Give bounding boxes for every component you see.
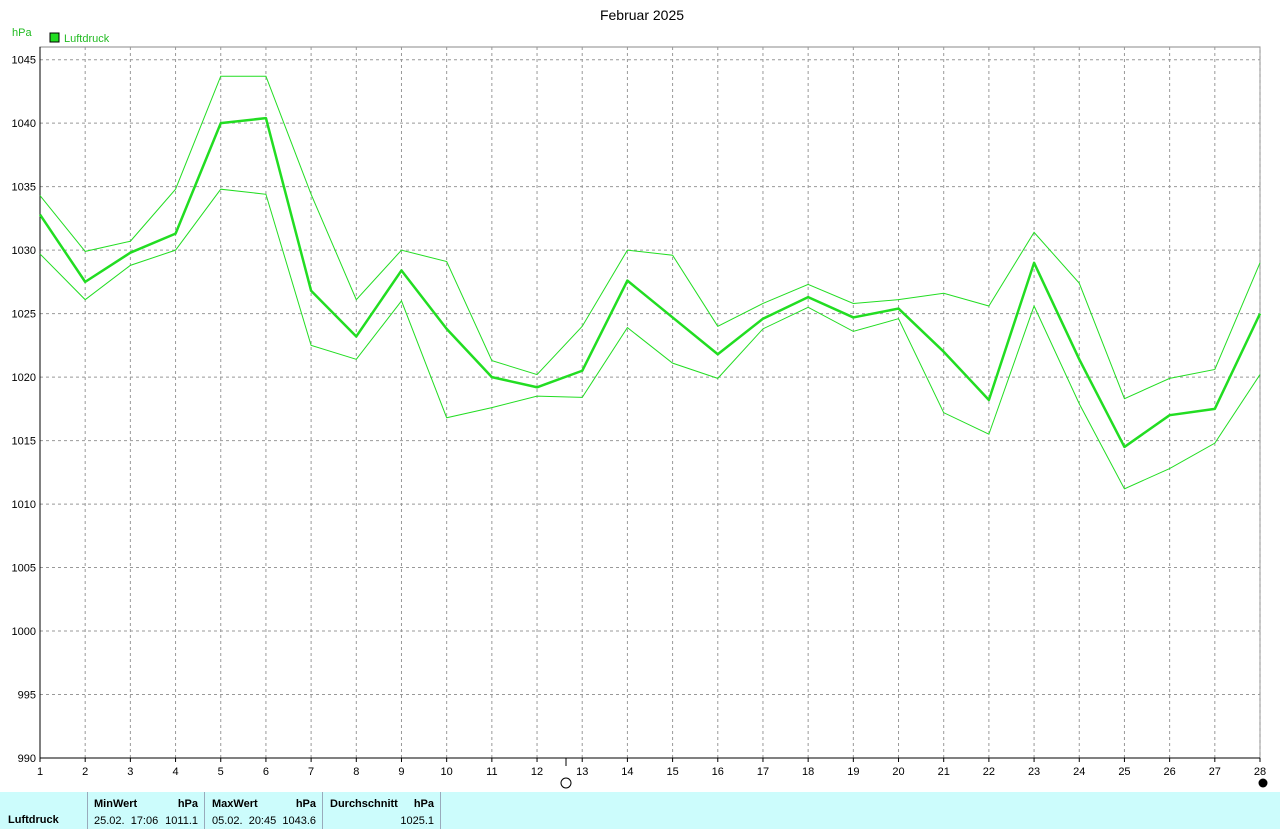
- summary-table: Luftdruck MinWert hPa 25.02. 17:06 1011.…: [0, 792, 1280, 829]
- y-tick-label: 1030: [12, 245, 36, 257]
- chart: Februar 2025 hPa 99099510001005101010151…: [12, 7, 1268, 789]
- y-tick-label: 990: [18, 753, 36, 765]
- x-tick-label: 10: [441, 766, 453, 778]
- x-tick-label: 2: [82, 766, 88, 778]
- y-axis-label: hPa: [12, 27, 32, 39]
- x-tick-label: 3: [127, 766, 133, 778]
- col-unit: hPa: [177, 798, 198, 810]
- legend-label: Luftdruck: [64, 33, 110, 45]
- y-tick-label: 1035: [12, 182, 36, 194]
- plot-frame: [39, 46, 1261, 759]
- chart-title: Februar 2025: [600, 7, 684, 23]
- x-tick-label: 13: [576, 766, 588, 778]
- x-tick-label: 25: [1118, 766, 1130, 778]
- table-name: Luftdruck: [8, 814, 59, 826]
- x-tick-label: 23: [1028, 766, 1040, 778]
- y-tick-label: 1020: [12, 372, 36, 384]
- col-time: 25.02. 17:06: [94, 815, 159, 827]
- x-tick-label: 24: [1073, 766, 1085, 778]
- table-cell: MaxWert hPa 05.02. 20:45 1043.6: [205, 792, 323, 829]
- x-tick-label: 4: [172, 766, 178, 778]
- line: [38, 116, 1262, 449]
- y-tick-label: 1045: [12, 55, 36, 67]
- x-tick-label: 22: [983, 766, 995, 778]
- x-tick-label: 27: [1209, 766, 1221, 778]
- x-tick-label: 28: [1254, 766, 1266, 778]
- y-tick-label: 1010: [12, 499, 36, 511]
- x-tick-label: 12: [531, 766, 543, 778]
- table-cell: Durchschnitt hPa 1025.1: [323, 792, 441, 829]
- x-tick-label: 8: [353, 766, 359, 778]
- col-time: 05.02. 20:45: [212, 815, 277, 827]
- marker-circle: [560, 777, 572, 789]
- y-tick-label: 995: [18, 690, 36, 702]
- x-tick-label: 7: [308, 766, 314, 778]
- x-tick-label: 5: [218, 766, 224, 778]
- x-tick-label: 17: [757, 766, 769, 778]
- col-value: 1043.6: [282, 815, 316, 827]
- legend-swatch: [49, 32, 60, 43]
- col-header: MaxWert: [212, 798, 258, 810]
- x-tick-label: 21: [938, 766, 950, 778]
- x-tick-label: 18: [802, 766, 814, 778]
- table-cell: MinWert hPa 25.02. 17:06 1011.1: [88, 792, 205, 829]
- table-name-cell: Luftdruck: [0, 792, 88, 829]
- col-unit: hPa: [295, 798, 316, 810]
- marker-dot: [1258, 778, 1268, 788]
- x-tick-label: 20: [892, 766, 904, 778]
- x-tick-label: 14: [621, 766, 633, 778]
- range-line: [39, 188, 1261, 490]
- y-tick-label: 1015: [12, 436, 36, 448]
- x-tick-label: 26: [1164, 766, 1176, 778]
- x-tick-label: 16: [712, 766, 724, 778]
- y-tick-label: 1025: [12, 309, 36, 321]
- col-unit: hPa: [413, 798, 434, 810]
- col-header: Durchschnitt: [330, 798, 398, 810]
- range-line: [39, 75, 1261, 400]
- x-tick-label: 6: [263, 766, 269, 778]
- y-tick-label: 1000: [12, 626, 36, 638]
- col-value: 1025.1: [400, 815, 434, 827]
- x-tick-label: 19: [847, 766, 859, 778]
- x-tick-label: 15: [666, 766, 678, 778]
- col-value: 1011.1: [165, 815, 198, 827]
- x-tick-label: 1: [37, 766, 43, 778]
- x-tick-label: 11: [486, 766, 497, 778]
- y-tick-label: 1005: [12, 563, 36, 575]
- x-tick-label: 9: [398, 766, 404, 778]
- y-tick-label: 1040: [12, 118, 36, 130]
- col-header: MinWert: [94, 798, 138, 810]
